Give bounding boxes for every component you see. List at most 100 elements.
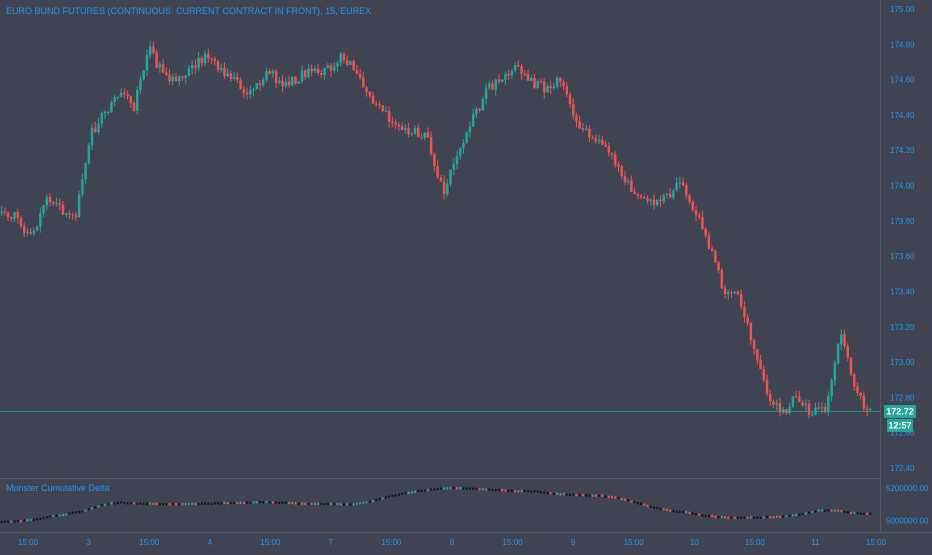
candle — [584, 124, 588, 131]
indicator-mark — [779, 515, 781, 518]
candle — [155, 49, 158, 69]
candle — [16, 208, 19, 224]
candle — [294, 75, 297, 85]
candle — [636, 192, 640, 200]
indicator-mark — [23, 519, 26, 522]
indicator-mark — [488, 488, 491, 491]
indicator-mark — [10, 520, 13, 523]
indicator-mark — [362, 501, 365, 504]
indicator-mark — [184, 502, 187, 506]
candle — [287, 75, 291, 88]
indicator-mark — [420, 489, 423, 492]
candle — [491, 80, 494, 91]
indicator-mark — [233, 501, 236, 505]
candle — [601, 135, 604, 145]
indicator-mark — [517, 490, 520, 493]
candle — [733, 290, 736, 295]
indicator-mark — [559, 493, 562, 496]
candle — [139, 75, 142, 95]
indicator-mark — [520, 489, 523, 493]
indicator-mark — [246, 501, 248, 504]
indicator-mark — [191, 502, 194, 505]
candle — [249, 85, 252, 99]
candle — [278, 76, 281, 85]
candle — [232, 72, 236, 81]
candle — [371, 91, 375, 105]
indicator-mark — [104, 503, 106, 507]
indicator-mark — [469, 487, 471, 490]
indicator-mark — [288, 501, 290, 505]
candle — [458, 147, 462, 160]
indicator-mark — [307, 502, 310, 506]
indicator-mark — [339, 503, 342, 506]
candle — [207, 48, 210, 63]
candle — [804, 399, 808, 412]
indicator-mark — [3, 520, 6, 523]
candle — [562, 79, 565, 91]
indicator-mark — [475, 487, 478, 491]
price-pane[interactable] — [0, 40, 872, 419]
indicator-mark — [301, 502, 303, 505]
candle — [142, 69, 145, 81]
candle — [417, 124, 420, 138]
candle — [94, 121, 97, 133]
indicator-mark — [94, 506, 97, 509]
indicator-mark — [575, 493, 578, 497]
candle — [862, 391, 866, 412]
candle — [827, 391, 830, 417]
indicator-mark — [165, 503, 168, 506]
candle — [375, 100, 378, 107]
indicator-mark — [204, 502, 206, 505]
indicator-mark — [375, 498, 378, 502]
indicator-mark — [404, 491, 407, 495]
indicator-mark — [843, 510, 846, 513]
price-axis[interactable]: 175.00 174.80 174.60 174.40 174.20 174.00 173.… — [890, 5, 915, 473]
indicator-mark — [343, 503, 345, 506]
indicator-mark — [123, 501, 126, 505]
candle — [187, 65, 191, 77]
indicator-mark — [100, 503, 103, 507]
candle — [90, 123, 94, 150]
candle — [565, 82, 569, 98]
candle — [410, 132, 414, 137]
indicator-mark — [762, 516, 765, 519]
price-tick-label: 174.20 — [890, 146, 915, 155]
candle — [245, 87, 249, 100]
indicator-mark — [724, 516, 726, 519]
time-tick-label: 15:00 — [381, 538, 402, 547]
indicator-pane[interactable] — [0, 486, 872, 524]
last-price-tag: 172.72 — [884, 405, 916, 419]
candle — [284, 77, 288, 89]
candle — [849, 357, 853, 377]
candle — [759, 354, 762, 370]
indicator-mark — [385, 496, 387, 499]
time-axis[interactable]: 15:00 3 15:00 4 15:00 7 15:00 8 15:00 9 15:00 10 15:… — [18, 538, 887, 547]
indicator-mark — [52, 514, 55, 518]
indicator-mark — [562, 492, 565, 496]
indicator-mark — [200, 502, 203, 505]
candle — [794, 390, 798, 398]
candle — [720, 267, 724, 289]
indicator-axis[interactable]: 5200000.00 5000000.00 — [886, 484, 929, 526]
candle — [362, 71, 365, 88]
indicator-mark — [504, 489, 507, 492]
indicator-mark — [459, 487, 462, 490]
candle — [45, 194, 49, 211]
candle — [42, 204, 45, 218]
indicator-mark — [643, 503, 646, 506]
candle — [423, 132, 426, 141]
candle — [730, 289, 733, 299]
candle — [675, 177, 678, 192]
candle — [355, 64, 359, 75]
indicator-mark — [530, 490, 533, 493]
time-tick-label: 15:00 — [745, 538, 766, 547]
candle — [552, 82, 556, 90]
candle — [336, 60, 339, 72]
bar-countdown-tag: 12:57 — [887, 419, 913, 433]
indicator-mark — [62, 513, 64, 517]
indicator-mark — [523, 489, 526, 493]
indicator-mark — [84, 509, 87, 512]
time-tick-label: 15:00 — [18, 538, 39, 547]
